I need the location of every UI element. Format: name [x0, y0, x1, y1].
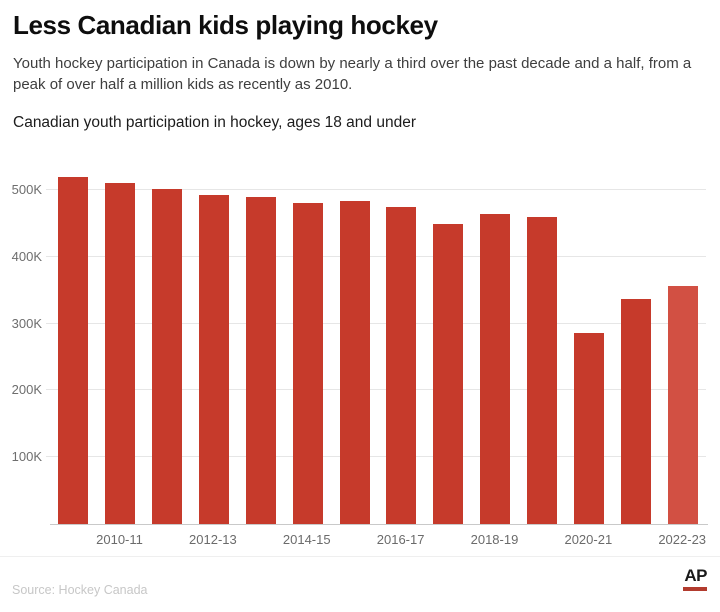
- ap-logo: AP: [683, 566, 708, 591]
- x-axis-tick-label: [50, 532, 96, 547]
- plot-area: [46, 150, 706, 524]
- chart-title: Canadian youth participation in hockey, …: [13, 114, 416, 131]
- bar-2018-19: [480, 214, 511, 524]
- x-axis-tick-label: [237, 532, 283, 547]
- bar-column: [378, 150, 425, 524]
- bar-2011-12: [152, 188, 183, 524]
- x-axis-tick-label: [612, 532, 658, 547]
- y-axis: 100K 200K 300K 400K 500K: [0, 150, 44, 524]
- x-axis-tick-label: [424, 532, 470, 547]
- bar-2017-18: [433, 224, 464, 524]
- ap-logo-text: AP: [684, 566, 707, 585]
- bar-column: [472, 150, 519, 524]
- x-axis-tick-label: 2014-15: [282, 532, 331, 547]
- bar-column: [97, 150, 144, 524]
- bar-2016-17: [386, 206, 417, 524]
- ap-logo-underline: [683, 587, 707, 591]
- page-title: Less Canadian kids playing hockey: [13, 10, 438, 40]
- gridline-400K: [46, 255, 706, 257]
- bar-column: [284, 150, 331, 524]
- bar-2013-14: [245, 197, 276, 524]
- bar-2022-23: [667, 286, 698, 524]
- x-axis-tick-label: [518, 532, 564, 547]
- x-axis-tick-label: 2012-13: [189, 532, 237, 547]
- bar-column: [237, 150, 284, 524]
- gridline-200K: [46, 389, 706, 391]
- x-axis-tick-label: 2016-17: [376, 532, 425, 547]
- x-axis-tick-label: 2018-19: [470, 532, 519, 547]
- bar-2014-15: [292, 202, 323, 524]
- bar-column: [565, 150, 612, 524]
- bar-column: [331, 150, 378, 524]
- bar-2019-20: [527, 216, 558, 524]
- bar-2015-16: [339, 201, 370, 524]
- x-axis: 2010-11 2012-13 2014-15 2016-17 2018-19 2020-…: [50, 532, 706, 547]
- bar-2021-22: [620, 298, 651, 524]
- subtitle-text: Youth hockey participation in Canada is …: [13, 55, 692, 93]
- x-axis-tick-label: [143, 532, 189, 547]
- source-credit: Source: Hockey Canada: [12, 583, 148, 597]
- y-axis-tick-label: 500K: [11, 182, 42, 198]
- bar-column: [144, 150, 191, 524]
- y-axis-tick-label: 300K: [11, 315, 42, 331]
- bar-column: [191, 150, 238, 524]
- bar-column: [612, 150, 659, 524]
- gridline-500K: [46, 189, 706, 191]
- footer-divider: [0, 556, 720, 557]
- bar-2012-13: [199, 195, 229, 524]
- gridline-100K: [46, 456, 706, 458]
- y-axis-tick-label: 400K: [11, 248, 42, 264]
- bar-column: [425, 150, 472, 524]
- gridline-300K: [46, 322, 706, 324]
- bar-2010-11: [105, 183, 136, 524]
- bar-2020-21: [573, 333, 604, 524]
- bars-container: [50, 150, 706, 524]
- y-axis-tick-label: 100K: [11, 449, 42, 465]
- bar-2009-10: [58, 176, 89, 524]
- x-axis-line: [50, 524, 708, 525]
- x-axis-tick-label: 2022-23: [658, 532, 707, 547]
- x-axis-tick-label: 2020-21: [564, 532, 613, 547]
- bar-chart: 100K 200K 300K 400K 500K 2010-11 2012-13 2014-…: [0, 150, 720, 560]
- bar-column: [50, 150, 97, 524]
- bar-column: [659, 150, 706, 524]
- y-axis-tick-label: 200K: [11, 382, 42, 398]
- x-axis-tick-label: 2010-11: [96, 532, 143, 547]
- bar-column: [519, 150, 566, 524]
- x-axis-tick-label: [331, 532, 377, 547]
